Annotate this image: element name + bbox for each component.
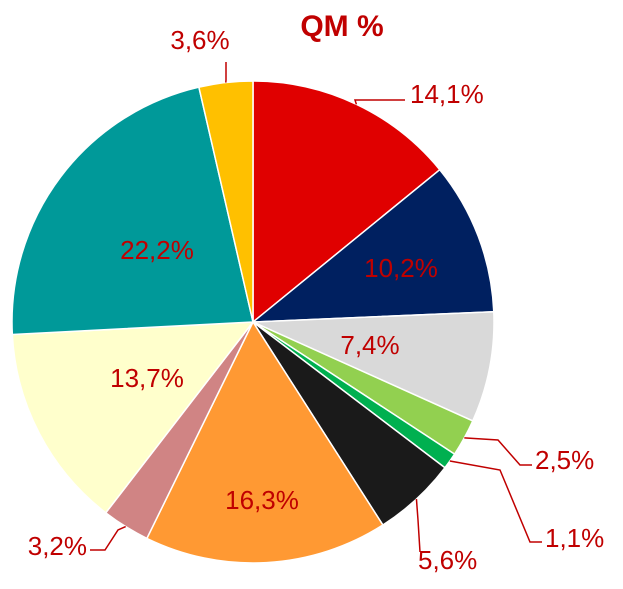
leader-line — [464, 438, 532, 465]
data-label: 5,6% — [418, 545, 477, 575]
data-label: 14,1% — [410, 79, 484, 109]
data-label: 3,2% — [28, 531, 87, 561]
data-label: 1,1% — [545, 523, 604, 553]
chart-title: QM % — [300, 10, 383, 43]
leader-line — [90, 527, 126, 550]
data-label: 16,3% — [225, 485, 299, 515]
data-label: 2,5% — [535, 445, 594, 475]
data-label: 22,2% — [120, 235, 194, 265]
leader-line — [355, 100, 405, 104]
data-label: 13,7% — [110, 363, 184, 393]
data-label: 10,2% — [364, 253, 438, 283]
leader-line — [450, 461, 542, 542]
data-label: 3,6% — [170, 25, 229, 55]
data-label: 7,4% — [340, 330, 399, 360]
